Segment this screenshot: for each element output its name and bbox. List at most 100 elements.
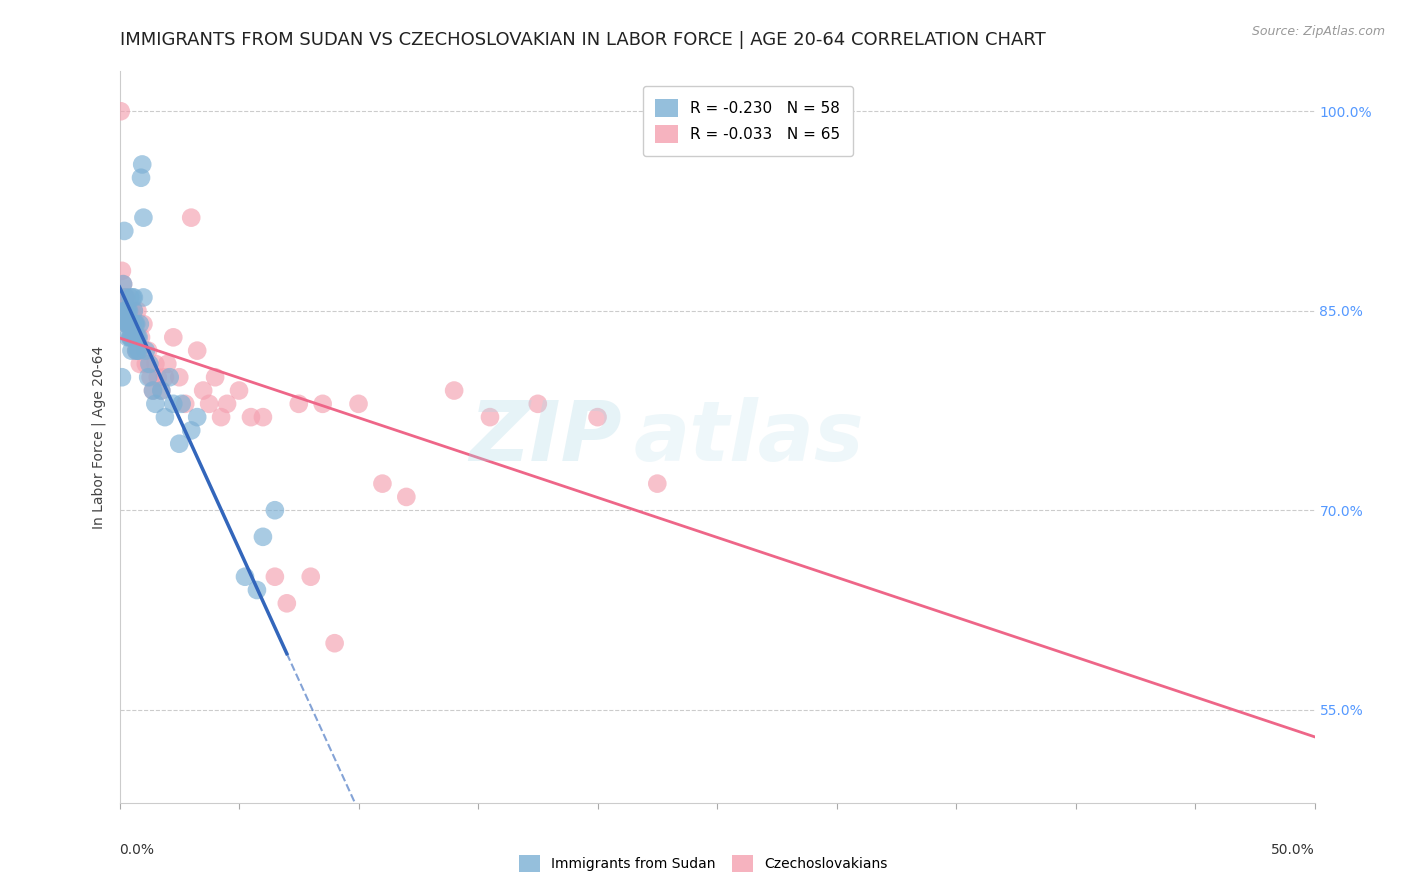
- Point: [180, 424, 202, 438]
- Point: [122, 317, 145, 331]
- Point: [110, 104, 132, 119]
- Point: [695, 836, 717, 850]
- Point: [125, 317, 148, 331]
- Point: [136, 370, 159, 384]
- Point: [118, 317, 141, 331]
- Point: [135, 357, 157, 371]
- Point: [371, 476, 394, 491]
- Point: [112, 290, 135, 304]
- Point: [122, 303, 145, 318]
- Point: [478, 410, 502, 425]
- Point: [122, 303, 145, 318]
- Point: [527, 397, 550, 411]
- Point: [132, 317, 155, 331]
- Point: [145, 397, 166, 411]
- Point: [198, 397, 221, 411]
- Point: [118, 303, 141, 318]
- Point: [162, 397, 184, 411]
- Point: [128, 343, 150, 358]
- Point: [117, 317, 139, 331]
- Point: [111, 370, 134, 384]
- Point: [162, 330, 184, 344]
- Point: [127, 330, 149, 344]
- Point: [146, 370, 169, 384]
- Point: [117, 303, 139, 318]
- Point: [395, 490, 418, 504]
- Point: [121, 330, 143, 344]
- Point: [121, 303, 143, 318]
- Point: [115, 317, 138, 331]
- Point: [117, 317, 139, 331]
- Point: [150, 384, 173, 398]
- Point: [118, 317, 141, 331]
- Point: [115, 317, 138, 331]
- Point: [125, 343, 148, 358]
- Point: [125, 343, 148, 358]
- Point: [169, 370, 191, 384]
- Point: [112, 224, 135, 238]
- Y-axis label: In Labor Force | Age 20-64: In Labor Force | Age 20-64: [91, 345, 105, 529]
- Point: [252, 410, 274, 425]
- Point: [114, 290, 136, 304]
- Point: [118, 317, 141, 331]
- Point: [114, 303, 136, 318]
- Point: [138, 357, 160, 371]
- Point: [233, 570, 256, 584]
- Point: [121, 290, 143, 304]
- Point: [128, 357, 150, 371]
- Point: [127, 303, 149, 318]
- Point: [142, 384, 165, 398]
- Point: [132, 211, 155, 225]
- Point: [121, 343, 143, 358]
- Text: 0.0%: 0.0%: [120, 843, 155, 857]
- Point: [124, 317, 146, 331]
- Point: [228, 384, 250, 398]
- Point: [299, 570, 322, 584]
- Point: [121, 317, 143, 331]
- Point: [112, 277, 135, 292]
- Point: [246, 582, 269, 597]
- Point: [124, 330, 146, 344]
- Point: [252, 530, 274, 544]
- Point: [115, 303, 138, 318]
- Text: atlas: atlas: [633, 397, 865, 477]
- Point: [114, 290, 136, 304]
- Point: [191, 384, 215, 398]
- Point: [264, 503, 287, 517]
- Point: [121, 330, 143, 344]
- Point: [217, 397, 239, 411]
- Point: [131, 157, 153, 171]
- Point: [347, 397, 370, 411]
- Point: [153, 370, 176, 384]
- Point: [443, 384, 465, 398]
- Point: [112, 303, 135, 318]
- Point: [159, 370, 181, 384]
- Point: [264, 570, 287, 584]
- Point: [121, 317, 143, 331]
- Point: [114, 303, 136, 318]
- Point: [180, 211, 202, 225]
- Point: [112, 277, 135, 292]
- Point: [118, 317, 141, 331]
- Point: [139, 370, 162, 384]
- Text: 50.0%: 50.0%: [1271, 843, 1315, 857]
- Point: [112, 303, 135, 318]
- Point: [124, 317, 146, 331]
- Point: [706, 104, 728, 119]
- Point: [120, 330, 142, 344]
- Point: [112, 290, 135, 304]
- Text: IMMIGRANTS FROM SUDAN VS CZECHOSLOVAKIAN IN LABOR FORCE | AGE 20-64 CORRELATION : IMMIGRANTS FROM SUDAN VS CZECHOSLOVAKIAN…: [120, 31, 1045, 49]
- Point: [129, 330, 152, 344]
- Point: [122, 290, 145, 304]
- Point: [132, 290, 155, 304]
- Legend: R = -0.230   N = 58, R = -0.033   N = 65: R = -0.230 N = 58, R = -0.033 N = 65: [643, 87, 853, 156]
- Point: [121, 330, 143, 344]
- Point: [209, 410, 232, 425]
- Point: [169, 436, 191, 450]
- Point: [145, 357, 166, 371]
- Point: [129, 170, 152, 185]
- Point: [586, 410, 609, 425]
- Point: [312, 397, 335, 411]
- Point: [153, 410, 176, 425]
- Point: [186, 410, 208, 425]
